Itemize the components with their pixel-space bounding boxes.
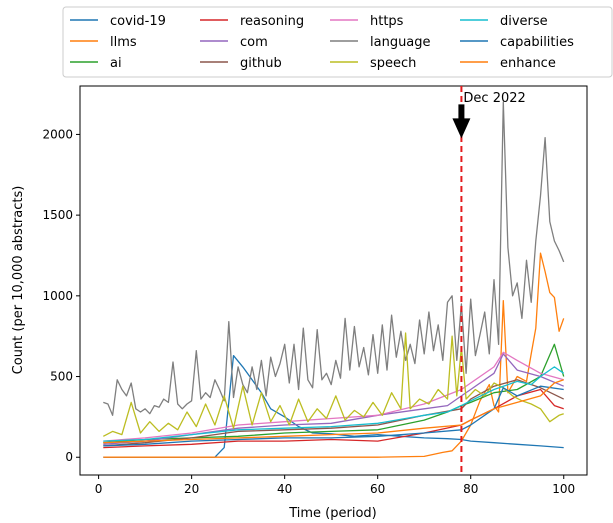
x-tick-label: 60 [370, 482, 385, 496]
series-line-diverse [103, 366, 565, 442]
series-line-speech [102, 332, 564, 437]
legend-label: speech [370, 56, 416, 71]
series-line-github [103, 379, 564, 447]
legend-label: llms [110, 35, 137, 50]
series-line-ai [103, 343, 565, 444]
annotation-label: Dec 2022 [463, 91, 525, 106]
series-line-language [103, 101, 565, 416]
legend-label: https [370, 14, 404, 29]
legend-label: enhance [500, 56, 556, 71]
y-axis-label: Count (per 10,000 abstracts) [11, 186, 26, 375]
x-tick-label: 0 [95, 482, 103, 496]
legend-label: github [240, 56, 282, 71]
legend-label: language [370, 35, 431, 50]
y-tick-label: 1500 [42, 208, 73, 222]
legend-label: covid-19 [110, 14, 166, 29]
y-tick-label: 0 [65, 450, 73, 464]
y-tick-label: 2000 [42, 127, 73, 141]
legend-label: com [240, 35, 268, 50]
legend: covid-19 llms ai reasoning com github https lan… [62, 6, 613, 78]
series-line-https [103, 351, 564, 442]
series-lines [102, 101, 565, 458]
legend-label: capabilities [500, 35, 574, 50]
x-tick-label: 80 [463, 482, 478, 496]
y-tick-label: 500 [50, 370, 73, 384]
y-axis-ticks: 0 500 1000 1500 2000 [42, 127, 80, 464]
legend-label: reasoning [240, 14, 304, 29]
plot-frame [79, 85, 588, 476]
series-line-llms [103, 252, 565, 458]
legend-label: diverse [500, 14, 548, 29]
annotation: Dec 2022 [452, 86, 526, 475]
legend-label: ai [110, 56, 122, 71]
x-tick-label: 100 [552, 482, 575, 496]
x-axis-label: Time (period) [288, 506, 377, 521]
legend-box [62, 6, 613, 78]
series-line-covid-19 [103, 354, 564, 458]
x-tick-label: 40 [277, 482, 292, 496]
series-line-capabilities [103, 385, 564, 447]
annotation-arrow [452, 104, 471, 139]
x-axis-ticks: 0 20 40 60 80 100 [95, 475, 575, 496]
series-line-enhance [103, 379, 564, 444]
y-tick-label: 1000 [42, 289, 73, 303]
series-line-com [103, 353, 564, 445]
x-tick-label: 20 [184, 482, 199, 496]
